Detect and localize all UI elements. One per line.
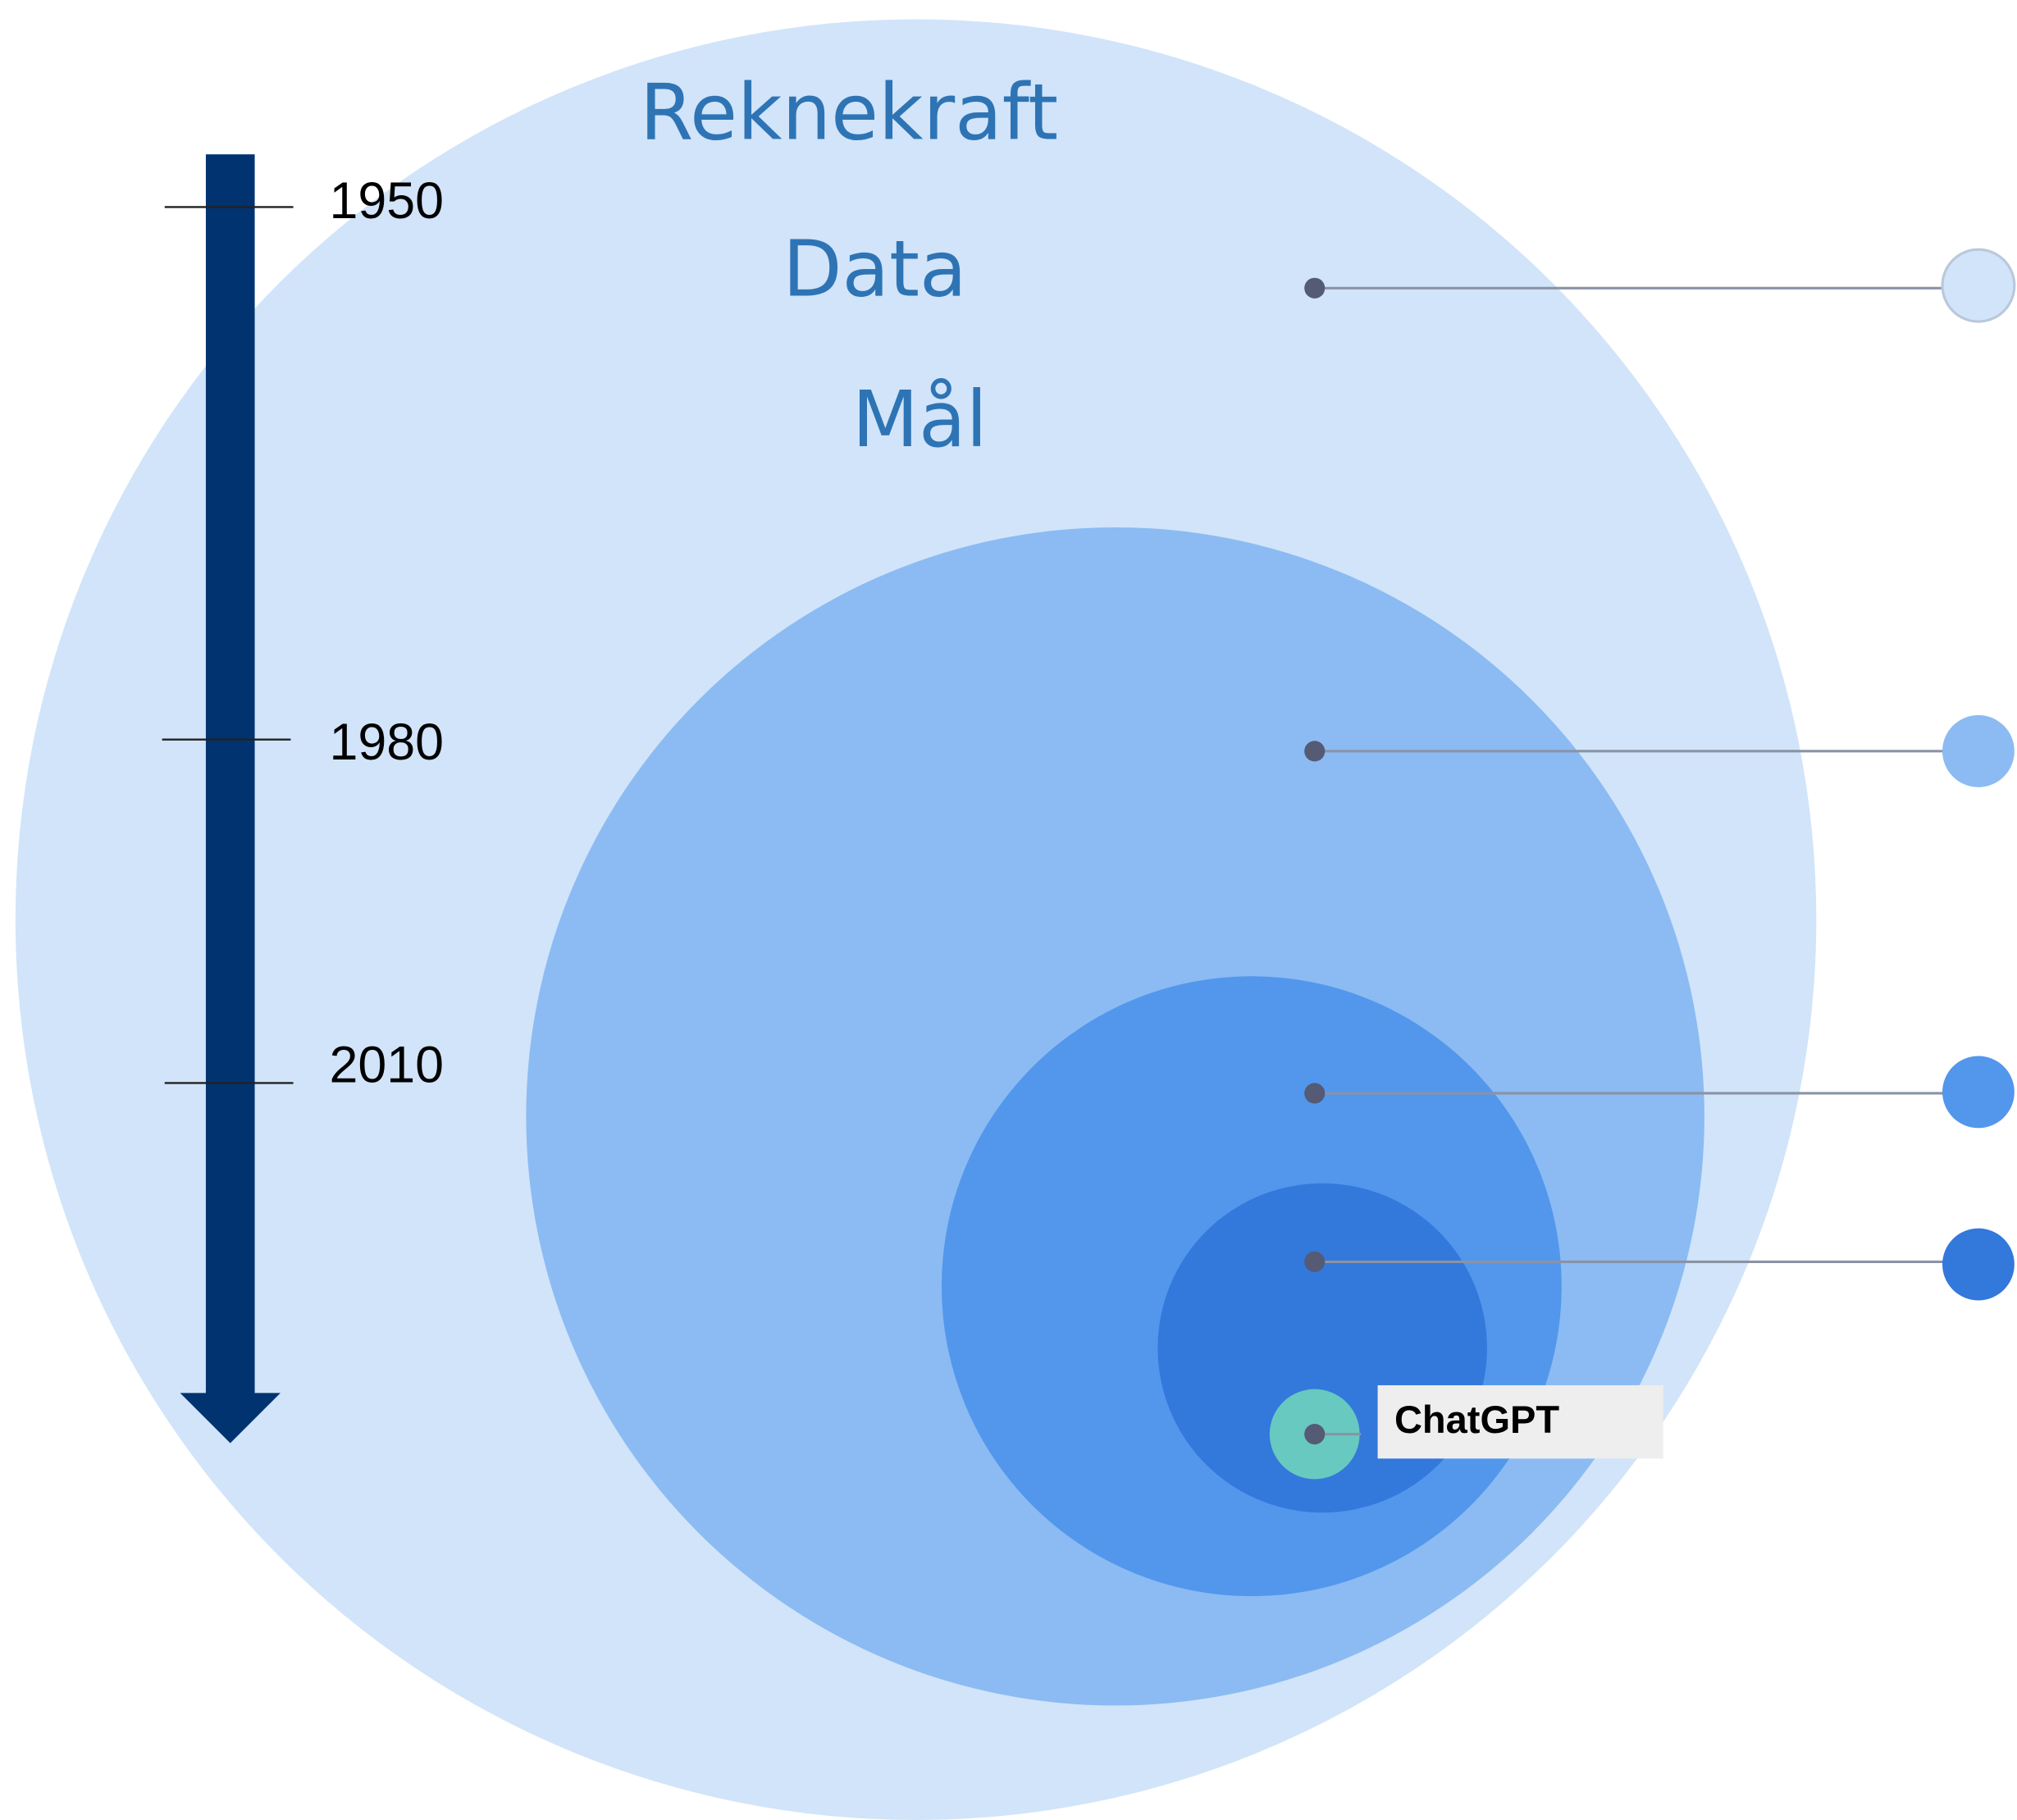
callout-box: [1377, 1384, 1663, 1459]
label-data: Data: [783, 226, 967, 315]
dot: [1304, 1251, 1326, 1272]
dot: [1304, 1423, 1326, 1445]
timeline-arrowhead: [180, 1393, 281, 1444]
label-mal: Mål: [852, 376, 988, 465]
end-circle: [1942, 714, 2015, 787]
dots: [1304, 277, 1326, 1445]
dot: [1304, 741, 1326, 762]
callout-label: ChatGPT: [1394, 1398, 1559, 1441]
end-circle: [1941, 248, 2016, 323]
end-circle: [1942, 1056, 2015, 1129]
timeline-bar: [205, 154, 255, 1396]
year-label: 1980: [329, 714, 444, 771]
end-circle: [1942, 1228, 2015, 1301]
year-label: 2010: [329, 1037, 444, 1094]
connectors: [1314, 286, 1946, 1436]
dot: [1304, 1083, 1326, 1104]
label-reknekraft: Reknekraft: [640, 68, 1058, 157]
dot: [1304, 277, 1326, 299]
year-label: 1950: [329, 172, 444, 230]
